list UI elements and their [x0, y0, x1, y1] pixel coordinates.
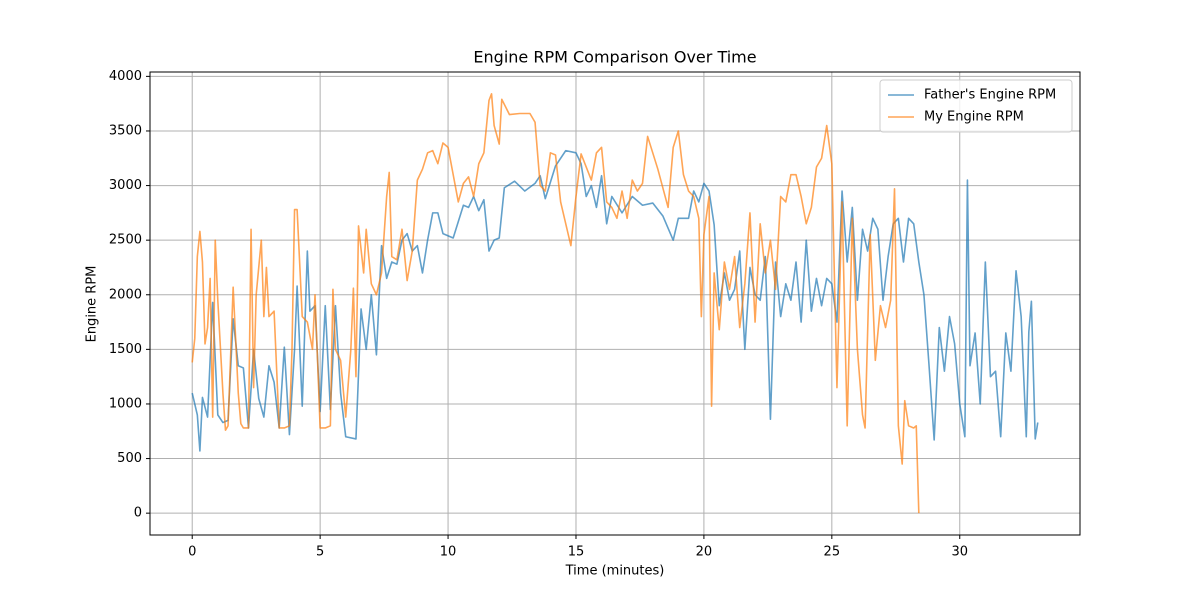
y-tick-label: 4000 [109, 69, 142, 84]
x-tick-label: 30 [951, 545, 968, 560]
legend: Father's Engine RPM My Engine RPM [879, 79, 1073, 133]
legend-box [879, 79, 1073, 133]
y-axis-label: Engine RPM [85, 266, 100, 343]
y-tick-label: 1000 [109, 396, 142, 411]
x-axis-label: Time (minutes) [565, 564, 665, 579]
y-tick-label: 3000 [109, 178, 142, 193]
y-tick-label: 500 [117, 451, 142, 466]
plot-frame [149, 71, 1081, 536]
x-tick-label: 10 [440, 545, 457, 560]
chart-title: Engine RPM Comparison Over Time [473, 48, 756, 67]
y-tick-label: 2500 [109, 233, 142, 248]
x-tick-label: 0 [188, 545, 196, 560]
y-tick-label: 1500 [109, 342, 142, 357]
series-line [191, 149, 1039, 452]
y-tick-label: 3500 [109, 123, 142, 138]
legend-label: Father's Engine RPM [924, 88, 1056, 103]
series-line [191, 93, 920, 514]
y-tick-label: 0 [134, 506, 142, 521]
x-tick-label: 15 [568, 545, 585, 560]
x-tick-label: 5 [316, 545, 324, 560]
x-tick-label: 20 [696, 545, 713, 560]
x-tick-label: 25 [824, 545, 841, 560]
y-tick-label: 2000 [109, 287, 142, 302]
legend-label: My Engine RPM [924, 110, 1024, 125]
